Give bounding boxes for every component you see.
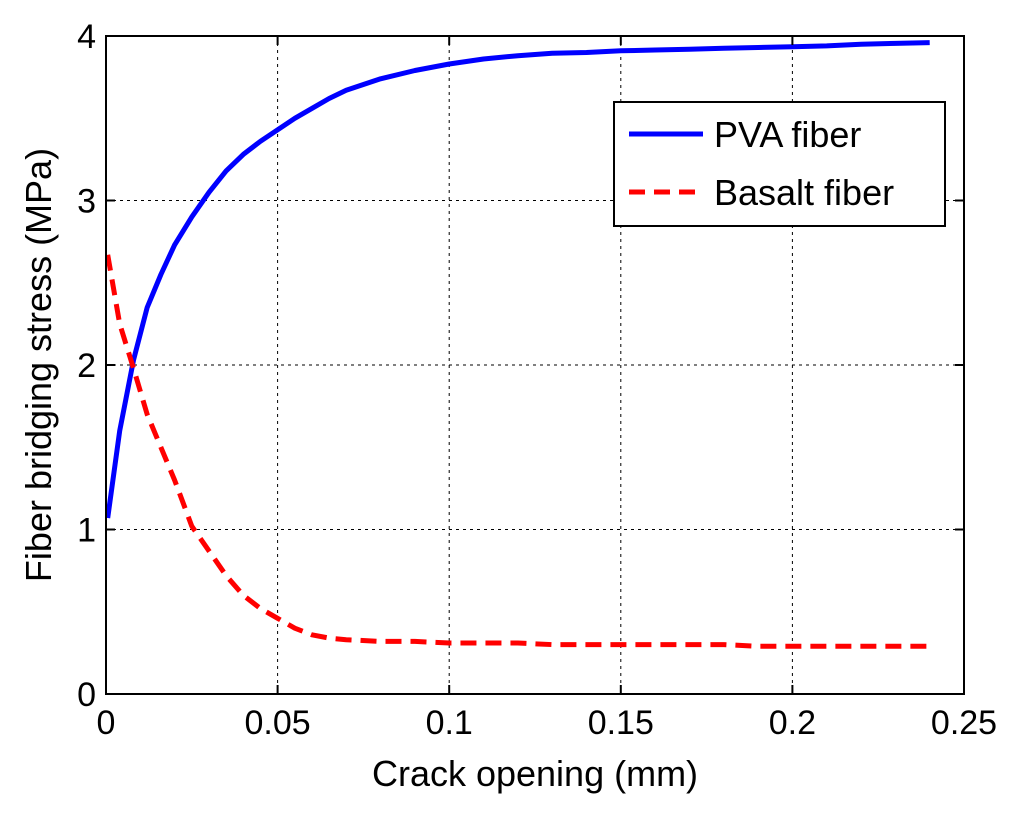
x-tick-label: 0.15 (588, 704, 654, 742)
legend-label-pva: PVA fiber (714, 114, 861, 155)
tick-marks (105, 35, 965, 695)
legend-box (613, 101, 946, 227)
y-tick-label: 3 (77, 183, 96, 221)
legend-label-basalt: Basalt fiber (714, 172, 894, 213)
x-axis-label: Crack opening (mm) (372, 753, 698, 794)
y-tick-label: 1 (77, 512, 96, 550)
x-tick-label: 0.2 (769, 704, 816, 742)
x-tick-label: 0 (97, 704, 116, 742)
x-tick-labels: 0 0.05 0.1 0.15 0.2 0.25 (97, 704, 998, 742)
x-tick-label: 0.05 (245, 704, 311, 742)
y-tick-label: 0 (77, 676, 96, 714)
y-axis-label: Fiber bridging stress (MPa) (18, 148, 59, 582)
y-tick-label: 2 (77, 347, 96, 385)
y-tick-label: 4 (77, 18, 96, 56)
y-tick-labels: 0 1 2 3 4 (77, 18, 96, 714)
x-tick-label: 0.25 (931, 704, 997, 742)
series-line-pva-fiber (105, 40, 930, 519)
x-tick-label: 0.1 (426, 704, 473, 742)
series-layer (105, 40, 930, 649)
series-line-basalt-fiber (105, 254, 930, 649)
legend: PVA fiber Basalt fiber (613, 101, 946, 227)
